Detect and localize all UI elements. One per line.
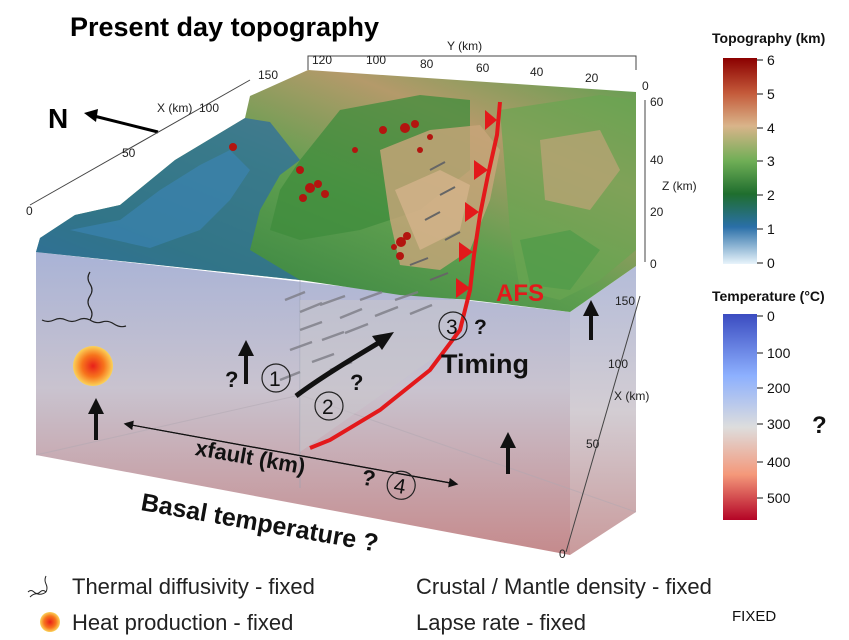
x-top-tick: 150 — [258, 68, 278, 82]
temperature-tick: 400 — [767, 454, 791, 470]
x-right-label: X (km) — [614, 389, 649, 403]
z-axis: 60 40 Z (km) 20 0 — [644, 95, 697, 271]
topography-colorbar: Topography (km) 6 5 4 3 2 1 0 — [712, 30, 825, 271]
y-tick: 20 — [585, 71, 599, 85]
thermal-diffusion-arrows — [41, 271, 127, 328]
topography-surface — [36, 70, 636, 312]
y-tick: 100 — [366, 53, 386, 67]
topography-tick: 3 — [767, 153, 775, 169]
temperature-colorbar: Temperature (°C) 0 100 200 300 ? 400 500 — [712, 288, 827, 520]
topography-tick: 6 — [767, 52, 775, 68]
x-top-tick: 100 — [199, 101, 219, 115]
x-right-tick: 150 — [615, 294, 635, 308]
y-tick: 40 — [530, 65, 544, 79]
legend-thermal-diffusivity: Thermal diffusivity - fixed — [72, 574, 315, 599]
heat-source-icon — [73, 346, 113, 386]
topography-tick: 4 — [767, 120, 775, 136]
x-axis-top: 150 X (km) 100 50 0 — [26, 68, 278, 218]
x-top-tick: 0 — [26, 204, 33, 218]
y-tick: 0 — [642, 79, 649, 93]
marker-4-question: ? — [360, 465, 378, 492]
fault-trace — [309, 101, 502, 450]
north-arrow: N — [48, 103, 159, 134]
y-tick: 80 — [420, 57, 434, 71]
topography-tick: 2 — [767, 187, 775, 203]
topography-tick: 5 — [767, 86, 775, 102]
diagram-title: Present day topography — [70, 12, 379, 42]
basal-heat-arrows — [88, 300, 599, 474]
temperature-tick: 300 — [767, 416, 791, 432]
model-diagram: Present day topography N — [26, 12, 827, 561]
x-top-tick: 50 — [122, 146, 136, 160]
legend-heat-production: Heat production - fixed — [72, 610, 294, 635]
temperature-tick: 200 — [767, 380, 791, 396]
z-axis-label: Z (km) — [662, 179, 697, 193]
y-tick: 120 — [312, 53, 332, 67]
surface-velocity-arrows — [409, 161, 461, 281]
convergence-arrow — [294, 339, 382, 399]
fixed-tag: FIXED — [732, 608, 777, 625]
marker-1: 1 — [269, 368, 281, 391]
block-side-face — [570, 266, 636, 555]
y-axis-label: Y (km) — [447, 39, 482, 53]
y-axis: Y (km) 120 100 80 60 40 20 0 — [307, 39, 649, 93]
z-tick: 20 — [650, 205, 664, 219]
marker-4: 4 — [392, 474, 408, 499]
temperature-tick: 500 — [767, 490, 791, 506]
topography-tick: 0 — [767, 255, 775, 271]
x-top-label: X (km) — [157, 101, 192, 115]
legend-lapse-rate: Lapse rate - fixed — [416, 610, 586, 635]
thermal-diffusivity-icon — [27, 575, 48, 598]
topography-tick: 1 — [767, 221, 775, 237]
x-right-tick: 100 — [608, 357, 628, 371]
marker-3-circle — [438, 311, 468, 341]
marker-1-circle — [261, 363, 291, 393]
y-tick: 60 — [476, 61, 490, 75]
temperature-question: ? — [812, 412, 827, 439]
fault-label: AFS — [496, 280, 544, 307]
x-axis-right: 150 100 X (km) 50 0 — [559, 294, 649, 561]
legend-density: Crustal / Mantle density - fixed — [416, 574, 712, 599]
z-tick: 40 — [650, 153, 664, 167]
north-label: N — [48, 103, 68, 134]
x-right-tick: 0 — [559, 547, 566, 561]
marker-2-question: ? — [350, 370, 363, 395]
crust-velocity-arrows — [279, 290, 433, 382]
marker-3-question: ? — [474, 316, 487, 339]
temperature-tick: 0 — [767, 308, 775, 324]
topography-colorbar-title: Topography (km) — [712, 30, 825, 46]
fault-wedge — [300, 300, 470, 452]
marker-4-circle — [386, 470, 416, 500]
marker-1-question: ? — [225, 367, 238, 392]
marker-2-circle — [314, 391, 344, 421]
temperature-colorbar-title: Temperature (°C) — [712, 288, 825, 304]
x-right-tick: 50 — [586, 437, 600, 451]
heat-production-icon — [40, 612, 60, 632]
timing-label: Timing — [441, 349, 529, 379]
marker-3: 3 — [446, 316, 458, 339]
marker-2: 2 — [322, 396, 334, 419]
temperature-tick: 100 — [767, 345, 791, 361]
z-tick: 0 — [650, 257, 657, 271]
z-tick: 60 — [650, 95, 664, 109]
